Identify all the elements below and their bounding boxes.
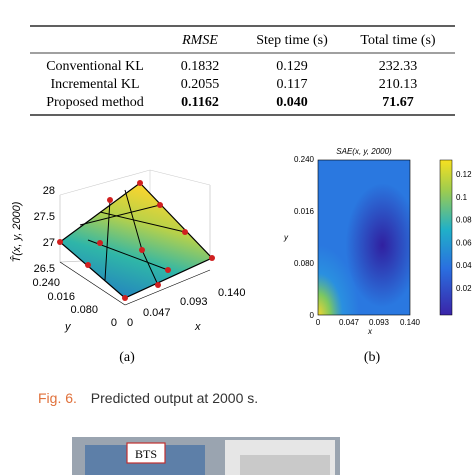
z-tick-label: 28 xyxy=(43,185,55,197)
row-header: Proposed method xyxy=(46,95,144,110)
row-header: Incremental KL xyxy=(50,77,139,92)
cell: 0.129 xyxy=(276,59,308,74)
column-header: Total time (s) xyxy=(360,33,436,48)
table: RMSE Step time (s) Total time (s) Conven… xyxy=(30,25,455,116)
colorbar-tick-label: 0.12 xyxy=(456,170,472,179)
y-tick-label: 0.240 xyxy=(32,277,60,289)
subcaption: (b) xyxy=(364,350,381,365)
x-tick-label: 0.047 xyxy=(339,318,360,327)
colorbar xyxy=(439,159,453,316)
x-tick-label: 0 xyxy=(316,318,321,327)
y-tick-label: 0.080 xyxy=(70,304,98,316)
colorbar-tick-label: 0.02 xyxy=(456,284,472,293)
y-tick-label: 0.240 xyxy=(294,155,315,164)
x-tick-label: 0 xyxy=(127,317,133,329)
colorbar-tick-label: 0.06 xyxy=(456,238,472,247)
photo-label: BTS xyxy=(135,447,157,461)
cell: 0.1832 xyxy=(181,59,220,74)
cell: 0.2055 xyxy=(181,77,220,92)
subcaption: (a) xyxy=(119,350,135,365)
y-tick-label: 0 xyxy=(310,311,315,320)
cell: 0.117 xyxy=(277,77,308,92)
heatmap: SAE(x, y, 2000) 0.240 0.016 0.080 0 y 0 … xyxy=(283,147,472,365)
figure-caption: Fig. 6. Predicted output at 2000 s. xyxy=(38,390,258,406)
cell: 0.1162 xyxy=(181,95,219,110)
row-header: Conventional KL xyxy=(46,59,144,74)
y-axis-label: y xyxy=(283,233,289,242)
column-header: Step time (s) xyxy=(256,33,328,48)
x-tick-label: 0.093 xyxy=(369,318,390,327)
plot-title: SAE(x, y, 2000) xyxy=(336,147,392,156)
cell: 0.040 xyxy=(276,95,308,110)
cell: 232.33 xyxy=(379,59,418,74)
z-axis-label: T̂(x, y, 2000) xyxy=(9,201,23,262)
z-tick-label: 27 xyxy=(43,237,55,249)
colorbar-tick-label: 0.04 xyxy=(456,261,472,270)
z-tick-label: 26.5 xyxy=(34,263,55,275)
y-tick-label: 0 xyxy=(111,317,117,329)
y-tick-label: 0.080 xyxy=(294,259,315,268)
x-tick-label: 0.047 xyxy=(143,307,171,319)
z-tick-label: 27.5 xyxy=(34,211,55,223)
x-axis-label: x xyxy=(367,327,373,336)
x-tick-label: 0.140 xyxy=(218,287,246,299)
figure-number: Fig. 6. xyxy=(38,390,77,406)
x-axis-label: x xyxy=(194,321,201,333)
x-tick-label: 0.093 xyxy=(180,296,208,308)
cell: 71.67 xyxy=(382,95,414,110)
colorbar-tick-label: 0.08 xyxy=(456,216,472,225)
photo: BTS xyxy=(72,437,340,475)
cell: 210.13 xyxy=(379,77,418,92)
colorbar-tick-label: 0.1 xyxy=(456,193,468,202)
y-tick-label: 0.016 xyxy=(294,207,315,216)
caption-text: Predicted output at 2000 s. xyxy=(91,390,258,406)
x-tick-label: 0.140 xyxy=(400,318,421,327)
y-axis-label: y xyxy=(64,321,72,333)
surface-plot: 28 27.5 27 26.5 T̂(x, y, 2000) 0.240 0.0… xyxy=(9,169,246,365)
column-header: RMSE xyxy=(181,33,218,48)
y-tick-label: 0.016 xyxy=(47,291,75,303)
